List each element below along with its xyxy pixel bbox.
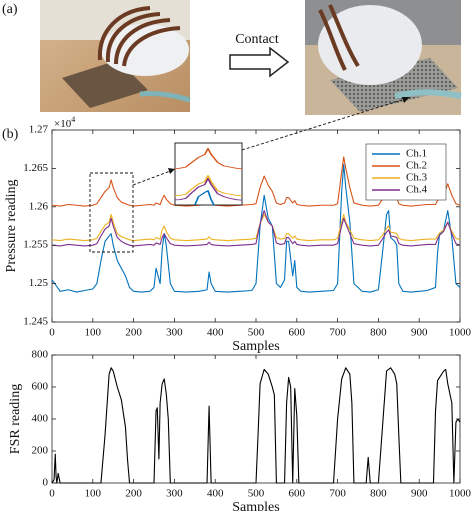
x-tick-label: 900 xyxy=(411,327,428,339)
legend-label: Ch.2 xyxy=(406,160,427,172)
x-tick-label: 1000 xyxy=(449,327,472,339)
inset-plot xyxy=(175,147,242,205)
arrow-label: Contact xyxy=(235,32,279,47)
y-tick-label: 1.265 xyxy=(23,162,48,174)
x-axis-label: Samples xyxy=(232,500,279,511)
x-tick-label: 600 xyxy=(289,327,306,339)
zoom-region xyxy=(89,172,134,253)
legend-label: Ch.4 xyxy=(406,184,428,196)
x-tick-label: 700 xyxy=(329,488,346,500)
inset xyxy=(175,147,242,205)
x-axis-label: Samples xyxy=(232,339,279,354)
y-tick-label: 1.255 xyxy=(23,239,48,251)
x-tick-label: 100 xyxy=(85,327,102,339)
series-line xyxy=(51,210,461,247)
y-axis-label: FSR reading xyxy=(8,384,23,454)
x-tick-label: 700 xyxy=(329,327,346,339)
chart: 1.245 1.25 1.255 1.26 1.265 1.27 0 100 200 300 400… xyxy=(4,97,472,354)
plot-area xyxy=(51,156,461,293)
x-tick-label: 0 xyxy=(49,327,55,339)
arrow xyxy=(229,46,290,78)
x-tick-label: 800 xyxy=(370,327,387,339)
photo-before-contact xyxy=(40,0,191,112)
series-line xyxy=(51,367,461,484)
multiplier-exponent: 4 xyxy=(71,115,75,124)
inset-line xyxy=(175,147,242,170)
x-tick-label: 100 xyxy=(85,488,102,500)
x-tick-label: 300 xyxy=(166,488,183,500)
arrow-head xyxy=(402,97,410,103)
plot-area xyxy=(51,367,461,484)
y-tick-label: 1.25 xyxy=(29,277,49,289)
legend-label: Ch.1 xyxy=(406,148,427,160)
photo-connector xyxy=(241,97,409,151)
x-tick-label: 500 xyxy=(248,488,265,500)
series-line xyxy=(51,164,461,293)
x-tick-label: 900 xyxy=(411,488,428,500)
x-tick-label: 200 xyxy=(125,488,142,500)
x-tick-label: 400 xyxy=(207,488,224,500)
y-tick-label: 0 xyxy=(43,477,49,489)
y-axis-label: Pressure reading xyxy=(4,180,19,273)
zoom-connector xyxy=(132,169,174,186)
panel-label: (b) xyxy=(2,127,19,142)
inset-frame xyxy=(174,142,243,206)
chart: 0 200 400 600 800 0 100 200 300 400 500 600 700 800 90… xyxy=(8,349,471,511)
multiplier-base: ×10 xyxy=(54,118,72,130)
arrow-head xyxy=(168,168,175,174)
y-tick-label: 1.245 xyxy=(23,316,48,328)
x-tick-label: 600 xyxy=(289,488,306,500)
y-tick-label: 600 xyxy=(32,381,49,393)
plot-frame xyxy=(51,354,461,484)
y-multiplier: ×104 xyxy=(54,115,75,130)
inset-line xyxy=(175,178,242,201)
y-tick-label: 800 xyxy=(32,349,49,361)
x-tick-label: 800 xyxy=(370,488,387,500)
x-tick-label: 300 xyxy=(166,327,183,339)
x-tick-label: 200 xyxy=(125,327,142,339)
y-tick-label: 1.27 xyxy=(29,124,49,136)
x-tick-label: 0 xyxy=(49,488,55,500)
x-tick-label: 1000 xyxy=(449,488,472,500)
inset-line xyxy=(175,175,242,197)
y-tick-label: 200 xyxy=(32,445,49,457)
photo-after-contact xyxy=(305,0,462,115)
x-tick-label: 400 xyxy=(207,327,224,339)
x-tick-label: 500 xyxy=(248,327,265,339)
legend-label: Ch.3 xyxy=(406,172,428,184)
y-tick-label: 400 xyxy=(32,413,49,425)
y-tick-label: 1.26 xyxy=(29,200,49,212)
panel-label: (a) xyxy=(2,2,18,17)
